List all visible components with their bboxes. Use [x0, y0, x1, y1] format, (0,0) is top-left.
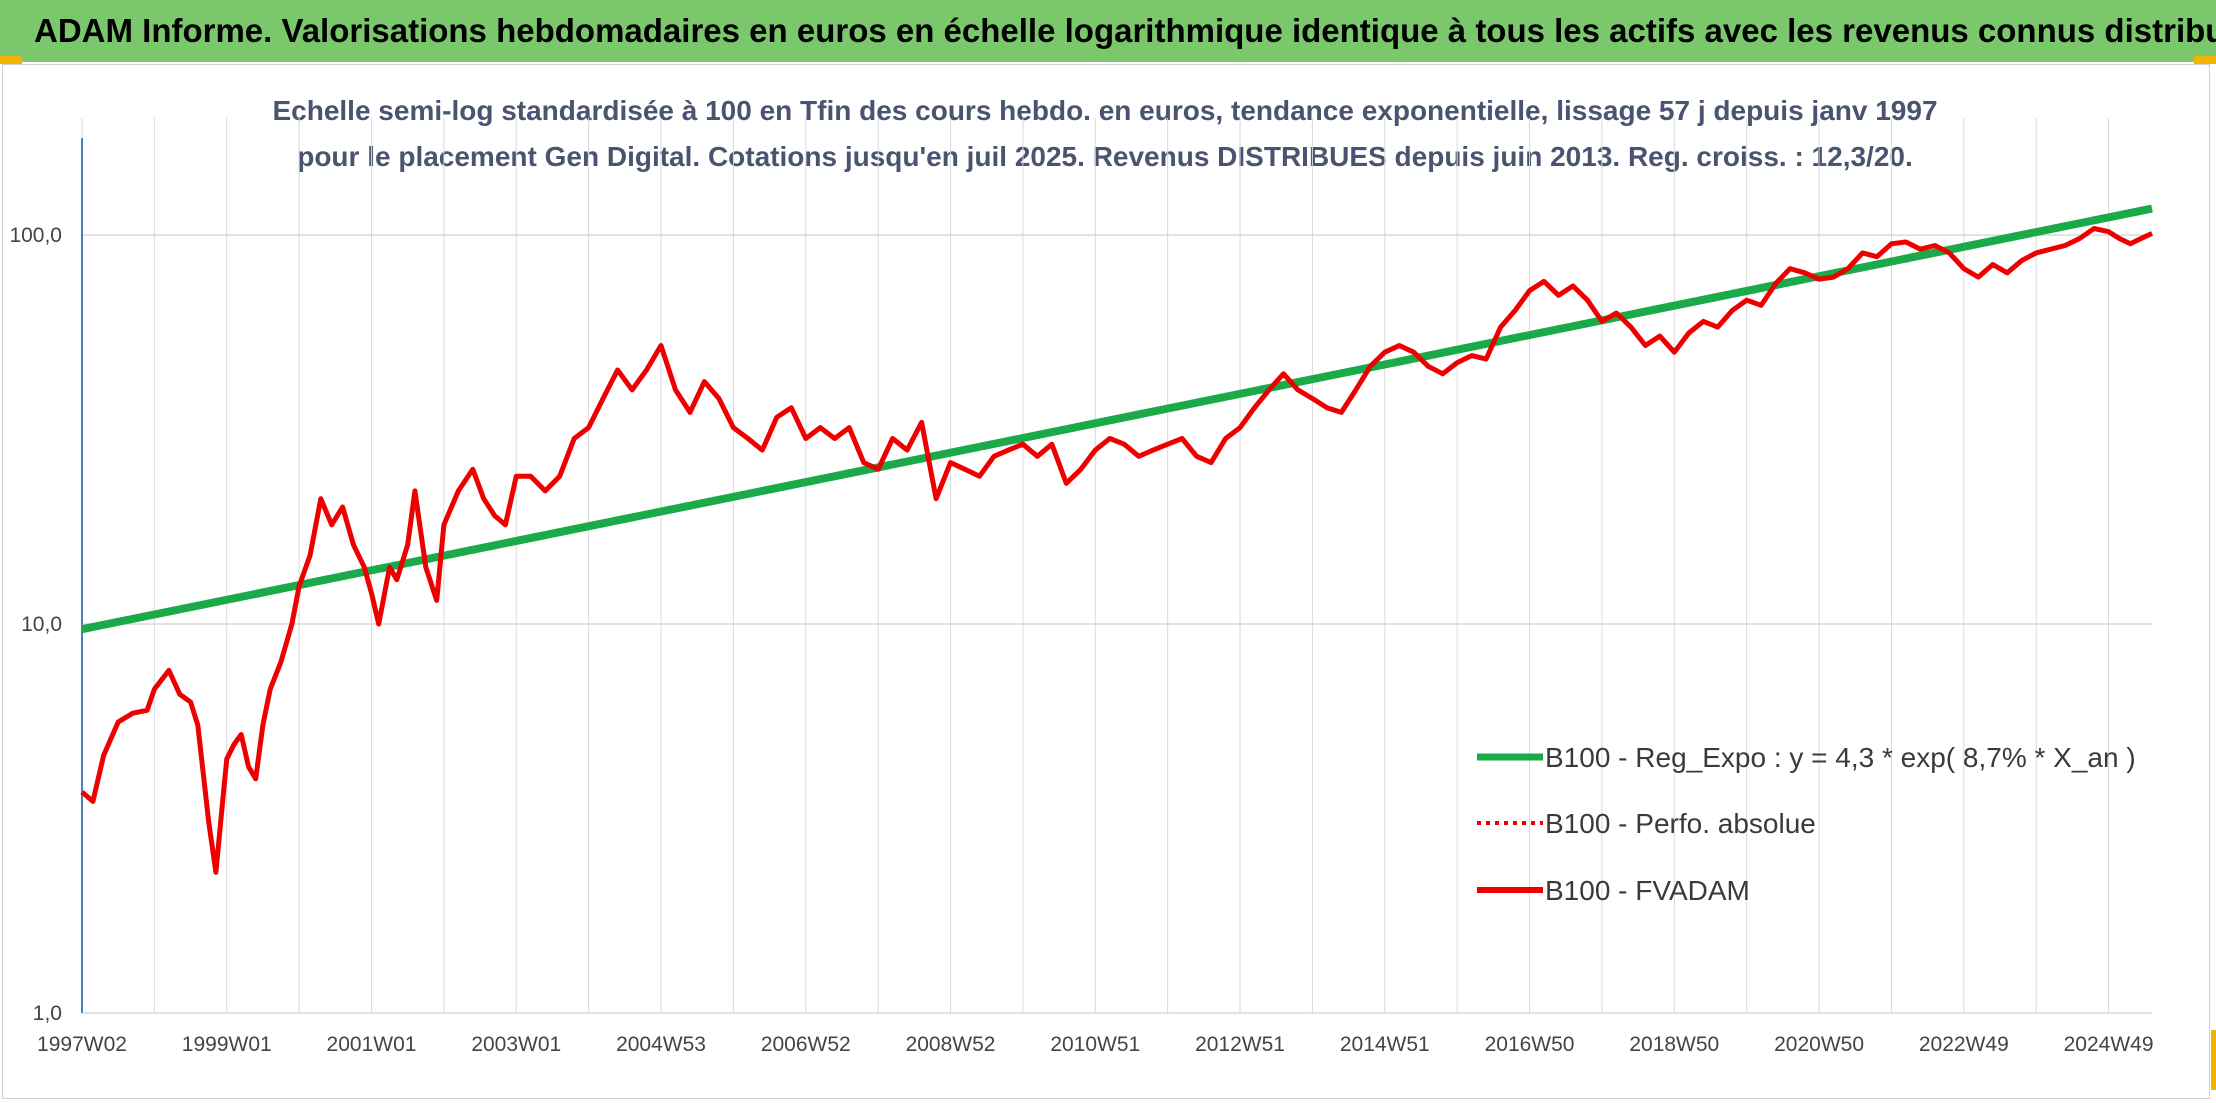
x-tick-label: 2024W49 [2064, 1033, 2154, 1056]
y-tick-label: 100,0 [9, 224, 62, 247]
header-bar [0, 0, 2216, 62]
corner-accent-right [2194, 56, 2216, 64]
page-title: ADAM Informe. Valorisations hebdomadaire… [34, 12, 2216, 49]
x-tick-label: 1997W02 [37, 1033, 127, 1056]
axes: 1,0 10,0 100,0 1997W02 1999W01 2001W01 2003W01… [9, 138, 2154, 1056]
fvadam-line [80, 226, 2154, 875]
x-tick-label: 2004W53 [616, 1033, 706, 1056]
corner-accent-left [0, 56, 22, 64]
legend-label-fvadam: B100 - FVADAM [1545, 875, 1750, 906]
y-tick-label: 1,0 [33, 1002, 62, 1025]
legend-label-regression: B100 - Reg_Expo : y = 4,3 * exp( 8,7% * … [1545, 742, 2136, 773]
y-tick-label: 10,0 [21, 613, 62, 636]
x-tick-label: 1999W01 [182, 1033, 272, 1056]
x-tick-label: 2016W50 [1485, 1033, 1575, 1056]
x-tick-label: 2018W50 [1629, 1033, 1719, 1056]
x-tick-label: 2012W51 [1195, 1033, 1285, 1056]
corner-accent-bottom-right [2211, 1030, 2216, 1090]
legend: B100 - Reg_Expo : y = 4,3 * exp( 8,7% * … [1477, 742, 2136, 906]
x-tick-label: 2008W52 [906, 1033, 996, 1056]
chart-title: Echelle semi-log standardisée à 100 en T… [272, 95, 1938, 172]
chart-frame [2, 64, 2210, 1099]
x-tick-label: 2006W52 [761, 1033, 851, 1056]
x-tick-label: 2001W01 [327, 1033, 417, 1056]
series-lines [80, 204, 2154, 875]
x-tick-label: 2010W51 [1050, 1033, 1140, 1056]
x-tick-label: 2020W50 [1774, 1033, 1864, 1056]
x-tick-label: 2003W01 [471, 1033, 561, 1056]
x-tick-label: 2014W51 [1340, 1033, 1430, 1056]
grid-lines [81, 118, 2152, 1014]
x-tick-label: 2022W49 [1919, 1033, 2009, 1056]
legend-label-perfo: B100 - Perfo. absolue [1545, 808, 1816, 839]
